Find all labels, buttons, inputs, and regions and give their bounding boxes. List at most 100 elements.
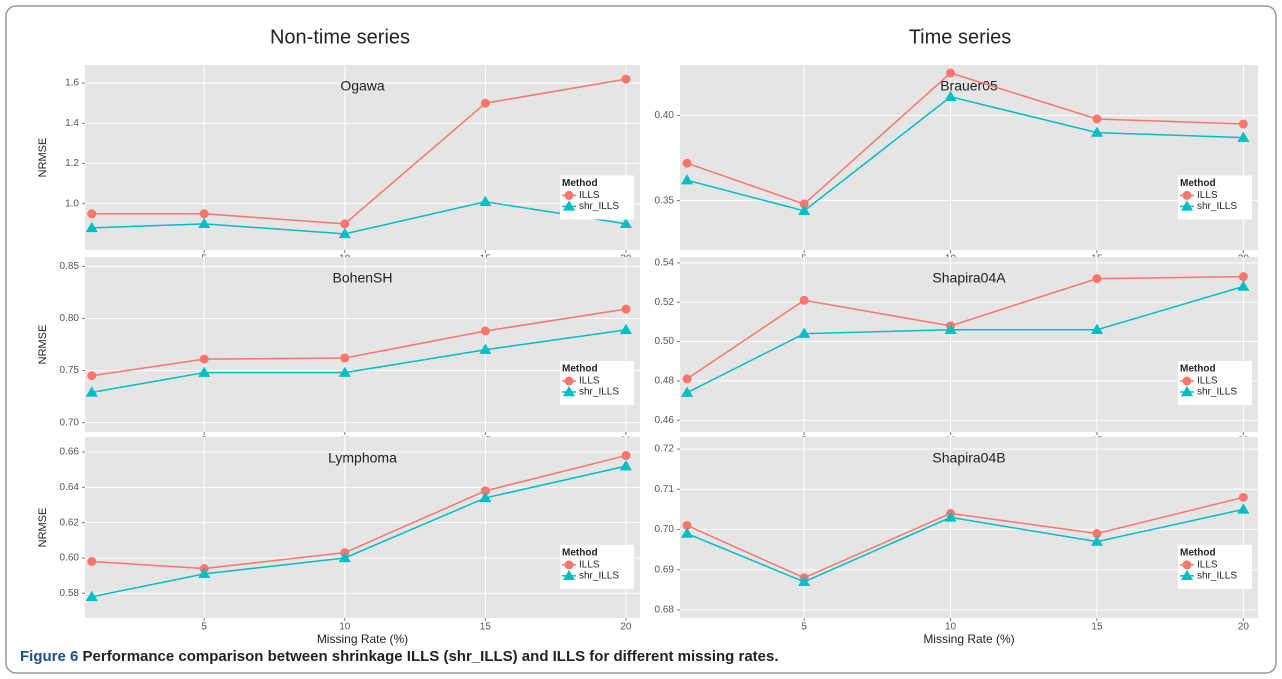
legend-label: shr_ILLS xyxy=(1197,201,1237,212)
marker xyxy=(1181,569,1193,581)
y-axis-label: NRMSE xyxy=(37,508,49,548)
marker xyxy=(564,560,574,570)
y-tick-label: 0.85 xyxy=(60,261,80,272)
y-tick-label: 0.46 xyxy=(655,415,675,426)
legend-title: Method xyxy=(562,364,598,375)
marker xyxy=(198,217,211,229)
panel-background xyxy=(680,257,1258,432)
panel-title: Brauer05 xyxy=(940,78,998,94)
marker xyxy=(621,304,631,314)
marker xyxy=(480,98,490,108)
y-tick-label: 0.66 xyxy=(60,447,80,458)
legend-title: Method xyxy=(562,178,598,189)
x-tick-label: 20 xyxy=(620,622,632,633)
legend-label: shr_ILLS xyxy=(579,201,619,212)
marker xyxy=(1090,535,1103,546)
marker xyxy=(944,511,957,522)
marker xyxy=(564,376,574,386)
marker xyxy=(798,327,811,338)
y-axis-label: NRMSE xyxy=(37,325,49,365)
marker xyxy=(338,366,351,377)
legend-title: Method xyxy=(1180,547,1216,558)
y-tick-label: 0.52 xyxy=(655,297,675,308)
y-tick-label: 1.4 xyxy=(65,118,79,129)
x-axis-label: Missing Rate (%) xyxy=(317,632,408,646)
panel-title: Shapira04B xyxy=(932,450,1005,466)
legend-title: Method xyxy=(1180,178,1216,189)
y-tick-label: 0.58 xyxy=(60,588,80,599)
marker xyxy=(87,556,97,566)
panel-title: BohenSH xyxy=(333,270,393,286)
marker xyxy=(619,217,632,229)
marker xyxy=(479,491,492,503)
column-title: Time series xyxy=(909,26,1012,48)
marker xyxy=(87,209,97,219)
marker xyxy=(479,343,492,354)
marker xyxy=(621,451,631,461)
marker xyxy=(340,353,350,363)
panel-title: Shapira04A xyxy=(932,270,1006,286)
panel-background xyxy=(85,437,640,618)
marker xyxy=(563,200,575,211)
marker xyxy=(681,386,694,397)
y-tick-label: 1.2 xyxy=(65,158,79,169)
panel-title: Lymphoma xyxy=(328,450,397,466)
marker xyxy=(1237,280,1250,291)
x-tick-label: 15 xyxy=(1091,622,1103,633)
y-tick-label: 0.69 xyxy=(655,564,675,575)
legend-label: ILLS xyxy=(579,559,600,570)
marker xyxy=(944,90,957,102)
marker xyxy=(480,486,490,496)
x-axis-label: Missing Rate (%) xyxy=(923,632,1014,646)
y-tick-label: 0.80 xyxy=(60,313,80,324)
x-tick-label: 5 xyxy=(201,622,207,633)
y-tick-label: 0.71 xyxy=(655,484,675,495)
marker xyxy=(480,326,490,336)
marker xyxy=(1092,529,1102,539)
marker xyxy=(85,590,98,602)
y-tick-label: 0.54 xyxy=(655,258,675,269)
y-tick-label: 0.48 xyxy=(655,376,675,387)
x-tick-label: 10 xyxy=(945,622,957,633)
x-tick-label: 5 xyxy=(801,622,807,633)
marker xyxy=(563,386,575,397)
marker xyxy=(681,174,694,185)
y-tick-label: 0.62 xyxy=(60,517,80,528)
marker xyxy=(1090,323,1103,334)
marker xyxy=(619,323,632,335)
marker xyxy=(799,295,809,305)
marker xyxy=(1238,119,1248,129)
marker xyxy=(563,569,575,581)
y-tick-label: 0.50 xyxy=(655,336,675,347)
marker xyxy=(1092,114,1102,124)
marker xyxy=(798,204,811,216)
legend-title: Method xyxy=(562,547,598,558)
legend-label: ILLS xyxy=(579,376,600,387)
caption-text: Performance comparison between shrinkage… xyxy=(83,648,779,665)
legend-label: shr_ILLS xyxy=(579,570,619,581)
panel-title: Ogawa xyxy=(340,78,385,94)
y-tick-label: 0.70 xyxy=(655,524,675,535)
legend-label: ILLS xyxy=(1197,376,1218,387)
marker xyxy=(85,221,98,233)
marker xyxy=(1238,492,1248,502)
marker xyxy=(619,460,632,471)
y-tick-label: 0.70 xyxy=(60,417,80,428)
caption-label: Figure 6 xyxy=(20,648,78,665)
legend-label: ILLS xyxy=(579,190,600,201)
marker xyxy=(1182,376,1192,386)
x-tick-label: 10 xyxy=(339,622,351,633)
marker xyxy=(340,219,350,229)
marker xyxy=(1090,126,1103,137)
marker xyxy=(946,68,956,78)
marker xyxy=(1092,274,1102,284)
legend-title: Method xyxy=(1180,364,1216,375)
y-tick-label: 0.40 xyxy=(655,110,675,121)
marker xyxy=(1237,503,1250,514)
y-tick-label: 0.68 xyxy=(655,605,675,616)
marker xyxy=(944,323,957,334)
marker xyxy=(1182,560,1192,570)
marker xyxy=(338,227,351,239)
marker xyxy=(198,567,211,579)
marker xyxy=(621,74,631,84)
